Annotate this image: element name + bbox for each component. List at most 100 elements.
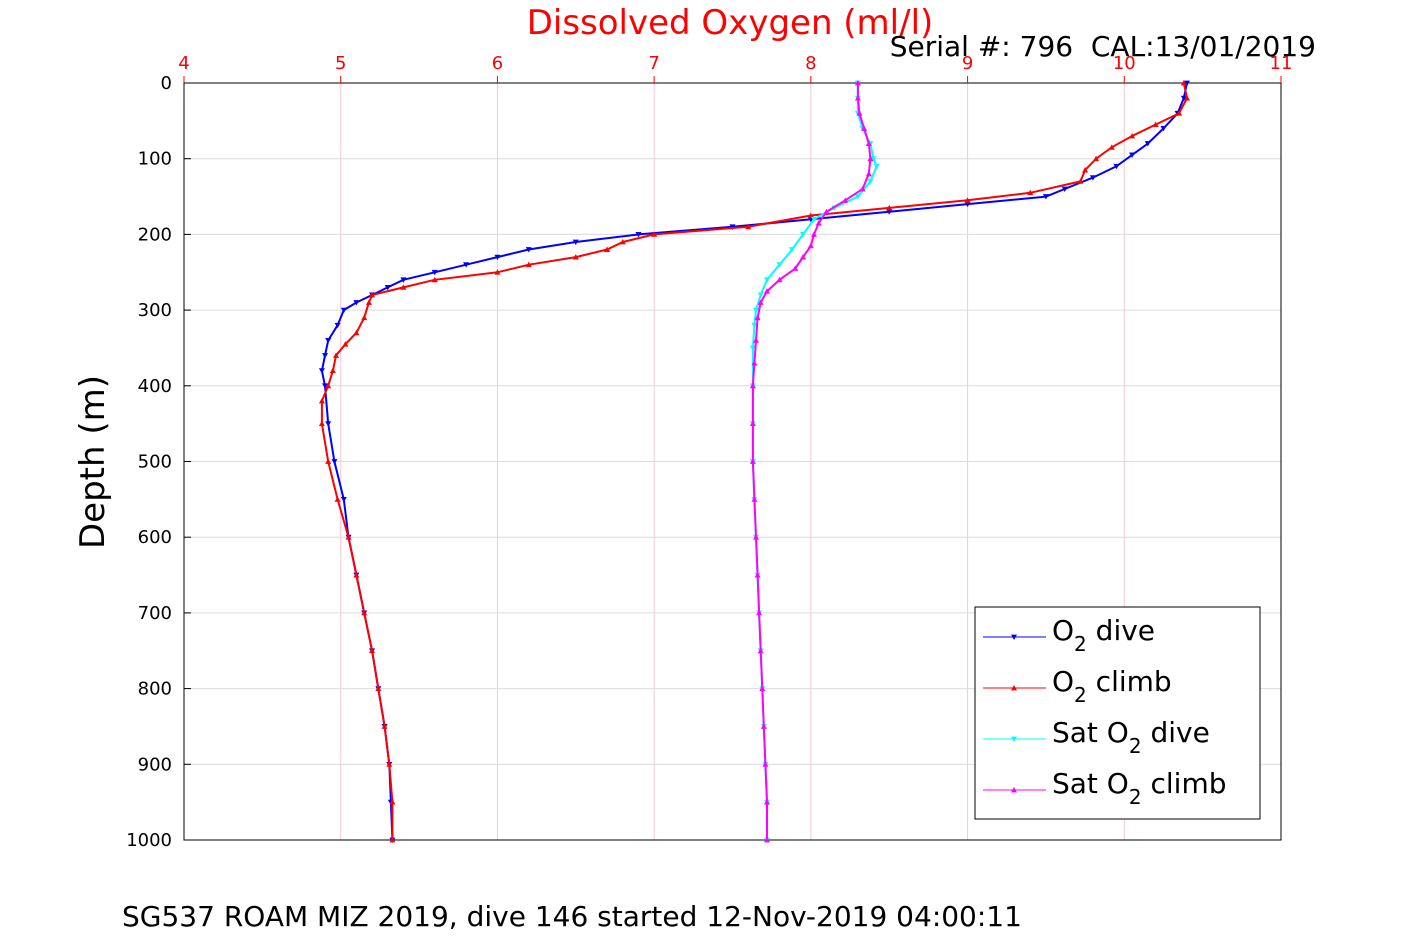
y-tick-label: 900: [138, 754, 172, 775]
data-point: [751, 322, 758, 329]
legend-swatch-marker: [1011, 634, 1017, 640]
data-point: [369, 291, 376, 298]
data-point: [886, 209, 893, 215]
y-tick-label: 1000: [126, 830, 172, 851]
legend-swatch-marker: [1011, 685, 1017, 691]
legend-label-main: Sat O: [1052, 716, 1129, 749]
series-sat-o2-climb: [749, 80, 874, 843]
data-point: [749, 345, 756, 351]
y-tick-label: 400: [138, 376, 172, 397]
data-point: [886, 204, 893, 211]
data-point: [1093, 155, 1100, 162]
data-point: [854, 194, 861, 200]
data-point: [776, 262, 783, 268]
data-point: [333, 352, 340, 358]
data-point: [400, 277, 407, 283]
legend-label: O2 climb: [1052, 665, 1172, 707]
data-point: [754, 314, 761, 321]
data-point: [389, 837, 396, 843]
x-tick-label: 10: [1113, 53, 1136, 74]
data-point: [964, 197, 971, 203]
data-point: [873, 163, 880, 170]
legend-item: O2 dive: [983, 614, 1155, 656]
data-point: [325, 421, 332, 427]
data-point: [1061, 186, 1068, 192]
data-point: [384, 284, 391, 291]
legend-swatch-marker: [1011, 736, 1017, 742]
data-point: [964, 201, 971, 208]
data-point: [870, 156, 877, 162]
data-point: [867, 179, 874, 185]
data-point: [619, 238, 626, 245]
y-tick-label: 200: [138, 224, 172, 245]
x-tick-label: 11: [1270, 53, 1293, 74]
data-point: [1183, 95, 1190, 101]
x-tick-label: 9: [962, 53, 973, 74]
legend-swatch-marker: [1011, 787, 1017, 793]
data-point: [525, 261, 532, 268]
data-point: [340, 496, 347, 503]
x-tick-label: 7: [648, 53, 659, 74]
x-axis-ticks: 4 5 6 7 8 9 10 11: [178, 53, 1292, 83]
data-point: [842, 197, 849, 203]
legend-item: Sat O2 dive: [983, 716, 1210, 758]
data-point: [334, 322, 341, 329]
data-point: [753, 534, 760, 540]
data-point: [810, 231, 817, 237]
data-point: [340, 307, 347, 314]
data-point: [749, 458, 756, 464]
data-point: [865, 140, 872, 146]
data-point: [342, 341, 349, 347]
data-point: [854, 95, 861, 101]
series-line: [751, 83, 872, 840]
legend-label-subscript: 2: [1129, 785, 1142, 809]
data-point: [1180, 80, 1187, 86]
legend-label: O2 dive: [1052, 614, 1155, 656]
legend-item: Sat O2 climb: [983, 767, 1227, 809]
data-point: [1129, 152, 1136, 158]
data-point: [431, 276, 438, 283]
legend-label-subscript: 2: [1129, 734, 1142, 758]
data-point: [823, 208, 830, 215]
x-tick-label: 5: [335, 53, 346, 74]
data-point: [400, 284, 407, 290]
data-point: [353, 572, 360, 578]
y-tick-label: 600: [138, 527, 172, 548]
legend-item: O2 climb: [983, 665, 1172, 707]
data-point: [325, 382, 332, 389]
data-point: [651, 231, 658, 237]
data-point: [745, 223, 752, 230]
data-point: [494, 254, 501, 261]
x-tick-label: 6: [492, 53, 503, 74]
chart-title: Dissolved Oxygen (ml/l): [527, 3, 934, 43]
data-point: [792, 265, 799, 271]
data-point: [1042, 194, 1049, 200]
serial-calibration-label: Serial #: 796 CAL:13/01/2019: [890, 30, 1316, 63]
y-tick-label: 100: [138, 149, 172, 170]
data-point: [334, 496, 341, 502]
data-point: [322, 383, 329, 389]
legend-label: Sat O2 climb: [1052, 767, 1227, 809]
data-point: [762, 761, 769, 767]
data-point: [381, 723, 388, 729]
data-point: [856, 110, 863, 116]
y-axis-ticks: 0 100 200 300 400 500 600 700 800 900 1000: [126, 73, 191, 851]
legend-label-main: Sat O: [1052, 767, 1129, 800]
data-point: [318, 397, 325, 404]
data-point: [431, 269, 438, 276]
data-point: [353, 329, 360, 336]
data-point: [749, 420, 756, 427]
data-point: [1082, 167, 1089, 173]
data-point: [763, 277, 770, 283]
y-tick-label: 800: [138, 679, 172, 700]
data-point: [751, 360, 758, 366]
data-point: [867, 155, 874, 162]
legend-label-suffix: dive: [1142, 716, 1210, 749]
y-tick-label: 700: [138, 603, 172, 624]
y-tick-label: 300: [138, 300, 172, 321]
y-axis-label: Depth (m): [73, 375, 113, 549]
legend-label-suffix: dive: [1087, 614, 1155, 647]
data-point: [753, 307, 760, 314]
data-point: [365, 299, 372, 305]
